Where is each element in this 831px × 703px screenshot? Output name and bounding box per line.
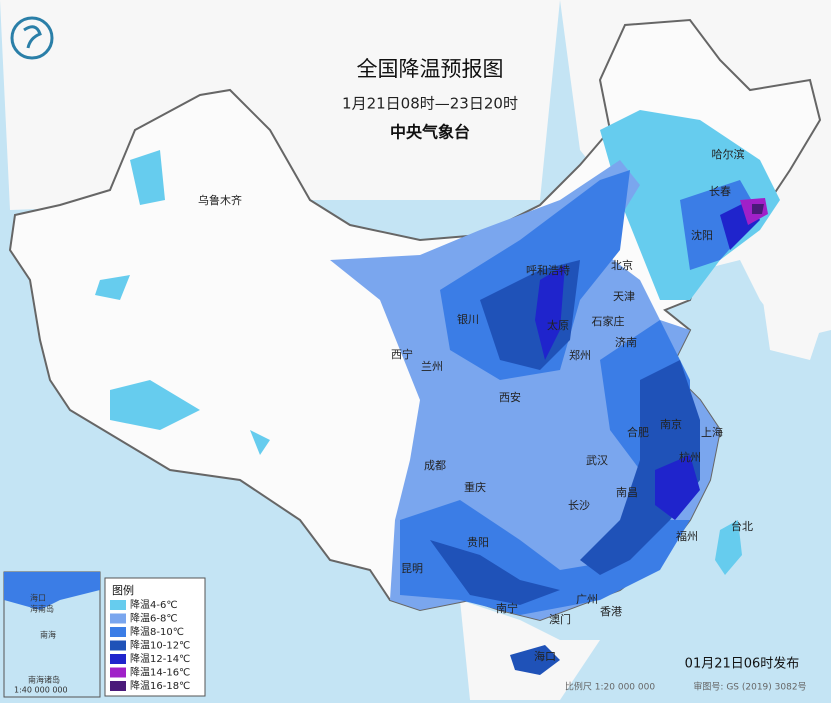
legend-label: 降温10-12℃	[130, 639, 190, 652]
city: 香港	[600, 605, 622, 618]
city: 乌鲁木齐	[198, 193, 242, 207]
city: 石家庄	[592, 314, 625, 328]
legend-label: 降温8-10℃	[130, 625, 184, 638]
city: 南京	[660, 417, 682, 431]
legend-swatch	[110, 681, 126, 691]
city: 天津	[613, 290, 635, 303]
legend-swatch	[110, 627, 126, 637]
city: 武汉	[586, 454, 608, 467]
legend-label: 降温12-14℃	[130, 652, 190, 665]
inset: 海口 海南岛 南海 南海诸岛 1:40 000 000	[3, 571, 101, 698]
city: 昆明	[401, 562, 423, 575]
legend-label: 降温6-8℃	[130, 612, 178, 625]
city: 西安	[499, 390, 521, 404]
city: 合肥	[627, 425, 649, 439]
city: 长沙	[568, 499, 590, 512]
cooling-12-14	[535, 200, 760, 520]
city: 太原	[547, 319, 569, 332]
city: 海口	[534, 649, 556, 663]
city: 长春	[709, 185, 731, 198]
cooling-6-8	[330, 160, 720, 620]
approval: 审图号: GS (2019) 3082号	[693, 681, 806, 693]
city: 兰州	[421, 360, 443, 373]
city: 沈阳	[691, 228, 713, 242]
legend-swatch	[110, 640, 126, 651]
city: 广州	[576, 593, 598, 606]
issued: 01月21日06时发布	[685, 656, 800, 672]
legend-label: 降温16-18℃	[130, 679, 190, 692]
inset-label: 海南岛	[30, 604, 54, 614]
issuer: 中央气象台	[390, 123, 470, 142]
city: 银川	[457, 312, 479, 326]
hainan	[510, 645, 560, 675]
city: 哈尔滨	[712, 147, 745, 161]
inset-land	[4, 572, 100, 610]
city: 贵阳	[467, 536, 489, 549]
city: 济南	[615, 335, 637, 349]
title: 全国降温预报图	[357, 57, 504, 81]
city: 北京	[611, 258, 633, 272]
city: 西宁	[391, 347, 413, 361]
city: 福州	[676, 529, 698, 543]
inset-label: 1:40 000 000	[14, 686, 68, 695]
city: 重庆	[464, 480, 486, 494]
inset-label: 海口	[30, 593, 46, 603]
korea	[760, 260, 830, 360]
legend-swatch	[110, 613, 126, 624]
logo-mark	[23, 25, 42, 49]
inset-label: 南海诸岛	[28, 675, 60, 685]
legend-title: 图例	[112, 583, 134, 597]
cooling-10-12	[430, 260, 700, 605]
city: 成都	[424, 459, 446, 472]
scale: 比例尺 1:20 000 000	[565, 681, 655, 693]
subtitle: 1月21日08时—23日20时	[342, 95, 518, 113]
legend-label: 降温4-6℃	[130, 598, 178, 611]
cooling-patches	[95, 150, 742, 575]
cooling-16-18	[752, 204, 764, 214]
city: 台北	[731, 519, 753, 533]
city: 澳门	[549, 612, 571, 626]
city: 上海	[701, 425, 723, 439]
legend-swatch	[110, 654, 126, 664]
legend-swatch	[110, 667, 126, 678]
inset-label: 南海	[40, 630, 56, 640]
legend-swatch	[110, 600, 126, 610]
city: 呼和浩特	[526, 263, 570, 277]
city: 郑州	[569, 348, 591, 362]
legend: 图例 降温4-6℃降温6-8℃降温8-10℃降温10-12℃降温12-14℃降温…	[104, 577, 206, 697]
city: 南昌	[616, 486, 638, 499]
cooling-8-10	[400, 170, 760, 615]
city-labels: 乌鲁木齐 哈尔滨 长春 沈阳 呼和浩特 北京 天津 银川 太原 石家庄 济南 西…	[198, 147, 753, 663]
legend-label: 降温14-16℃	[130, 666, 190, 679]
city: 杭州	[679, 450, 701, 464]
logo	[10, 16, 54, 60]
city: 南宁	[496, 601, 518, 615]
